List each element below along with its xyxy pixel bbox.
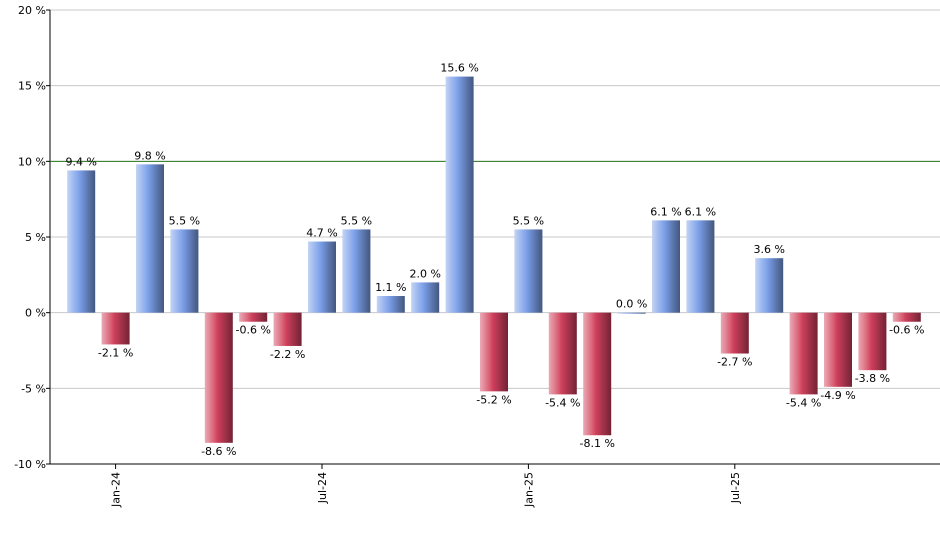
bar <box>720 312 749 354</box>
bar <box>858 312 887 371</box>
bar <box>170 229 199 313</box>
value-label: -5.4 % <box>786 396 821 409</box>
value-label: 5.5 % <box>513 214 544 227</box>
value-label: 1.1 % <box>375 281 406 294</box>
bar <box>136 164 164 313</box>
bar <box>239 312 268 322</box>
value-label: -4.9 % <box>820 389 855 402</box>
y-tick-label: 15 % <box>18 80 46 93</box>
value-label: -2.2 % <box>270 348 305 361</box>
bar <box>652 220 680 313</box>
x-tick-label: Jan-24 <box>110 472 123 508</box>
bar <box>445 76 474 313</box>
bar <box>273 312 302 346</box>
bar <box>892 312 921 322</box>
bar <box>514 229 543 313</box>
y-tick-label: 5 % <box>25 231 46 244</box>
y-tick-label: 0 % <box>25 307 46 320</box>
value-label: 5.5 % <box>341 214 372 227</box>
bar <box>583 312 612 436</box>
bar <box>480 312 508 392</box>
value-label: -2.1 % <box>98 346 133 359</box>
value-label: -8.6 % <box>201 445 236 458</box>
value-label: 6.1 % <box>650 205 681 218</box>
y-tick-label: 10 % <box>18 155 46 168</box>
bar <box>101 312 130 345</box>
x-tick-label: Jan-25 <box>522 472 535 508</box>
value-label: 9.8 % <box>134 149 165 162</box>
bar <box>824 312 852 387</box>
y-tick-label: -10 % <box>14 458 46 471</box>
y-tick-label: 20 % <box>18 4 46 17</box>
bar <box>686 220 715 313</box>
bar <box>376 296 405 313</box>
bar <box>67 170 96 313</box>
value-label: 9.4 % <box>65 155 96 168</box>
value-label: -2.7 % <box>717 356 752 369</box>
value-label: -8.1 % <box>579 437 614 450</box>
x-tick-label: Jul-24 <box>316 472 329 504</box>
value-label: 0.0 % <box>616 298 647 311</box>
value-label: 5.5 % <box>169 214 200 227</box>
y-tick-label: -5 % <box>21 382 46 395</box>
value-label: -5.4 % <box>545 396 580 409</box>
value-label: -0.6 % <box>235 324 270 337</box>
value-label: 15.6 % <box>440 62 478 75</box>
bar <box>308 241 336 313</box>
bar <box>204 312 233 443</box>
bar <box>755 258 784 313</box>
value-label: 2.0 % <box>409 267 440 280</box>
value-label: 3.6 % <box>753 243 784 256</box>
bar <box>617 312 646 314</box>
value-label: -0.6 % <box>889 324 924 337</box>
bar <box>548 312 577 395</box>
bar <box>789 312 818 395</box>
value-label: 6.1 % <box>685 205 716 218</box>
bar <box>411 282 440 313</box>
bar <box>342 229 371 313</box>
value-label: 4.7 % <box>306 227 337 240</box>
value-label: -3.8 % <box>855 372 890 385</box>
value-label: -5.2 % <box>476 393 511 406</box>
x-tick-label: Jul-25 <box>729 472 742 504</box>
